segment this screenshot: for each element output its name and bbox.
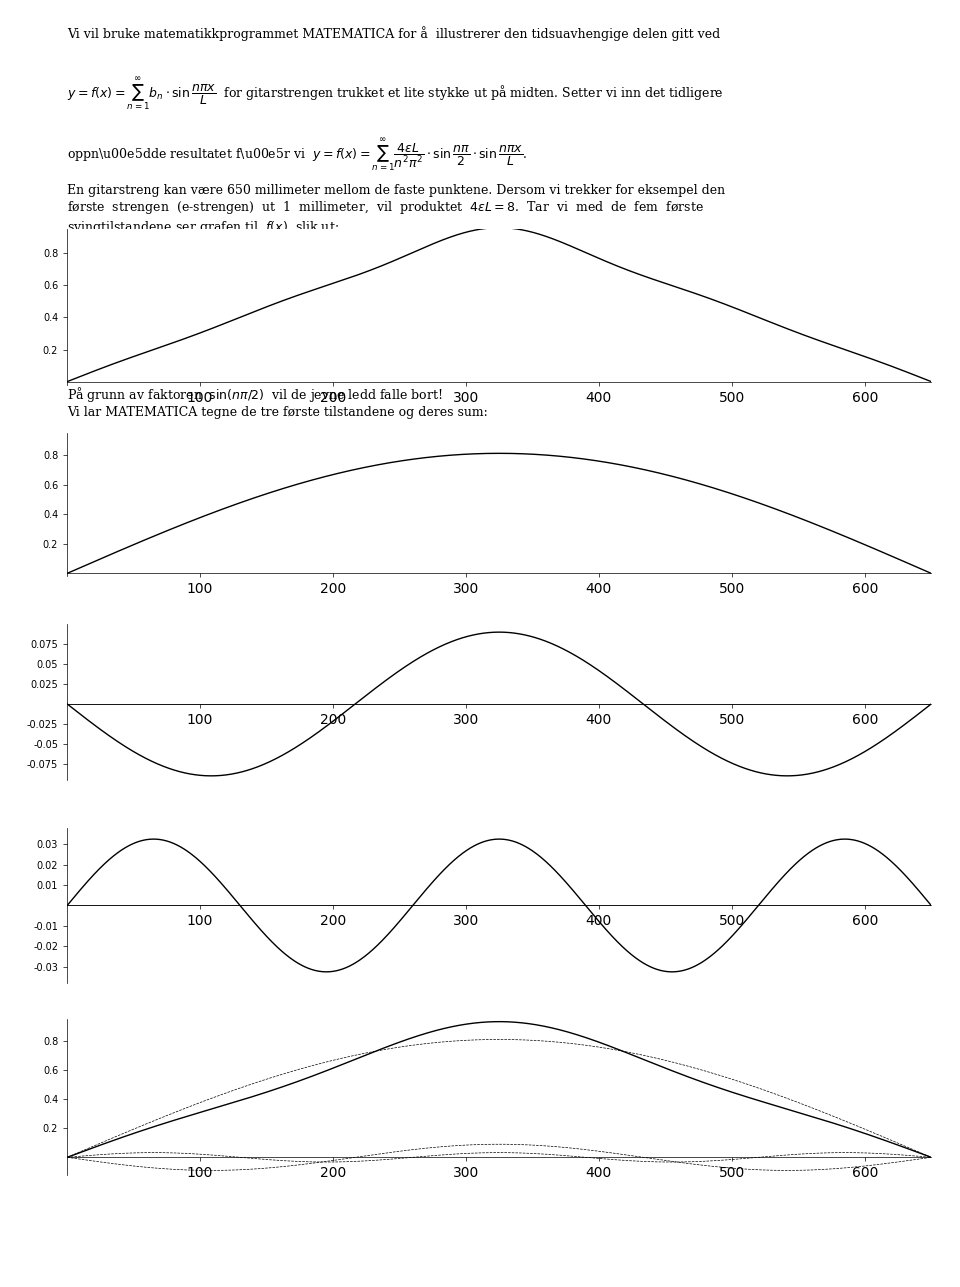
Text: En gitarstreng kan være 650 millimeter mellom de faste punktene. Dersom vi trekk: En gitarstreng kan være 650 millimeter m… [67, 184, 726, 236]
Text: $\widetilde{mat}$ 28/06: $\widetilde{mat}$ 28/06 [136, 1188, 216, 1210]
Text: 20: 20 [93, 1192, 112, 1206]
Text: På grunn av faktoren  $\sin(n\pi/2)$  vil de jevne ledd falle bort!
Vi lar MATEM: På grunn av faktoren $\sin(n\pi/2)$ vil … [67, 385, 488, 418]
Text: Vi vil bruke matematikkprogrammet MATEMATICA for å  illustrerer den tidsuavhengi: Vi vil bruke matematikkprogrammet MATEMA… [67, 26, 720, 41]
Text: $y = f(x) = \sum_{n=1}^{\infty} b_n \cdot \sin\dfrac{n\pi x}{L}$  for gitarstren: $y = f(x) = \sum_{n=1}^{\infty} b_n \cdo… [67, 76, 724, 113]
Text: oppn\u00e5dde resultatet f\u00e5r vi  $y = f(x) = \sum_{n=1}^{\infty}\dfrac{4\va: oppn\u00e5dde resultatet f\u00e5r vi $y … [67, 136, 528, 174]
